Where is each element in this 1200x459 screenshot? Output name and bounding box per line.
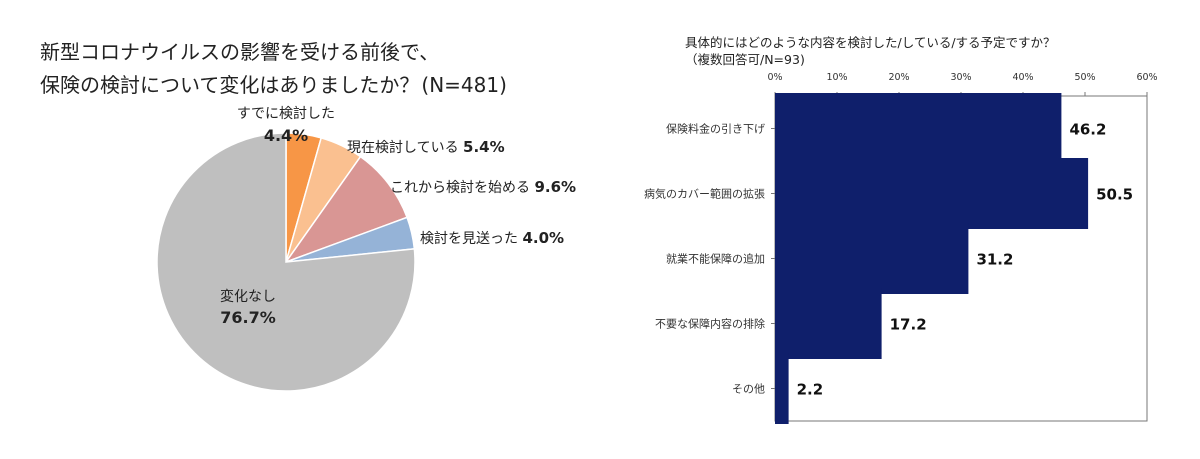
bar-value-label-1: 50.5 xyxy=(1096,186,1133,204)
pie-label-group-2: これから検討を始める 9.6% xyxy=(390,178,576,196)
pie-value-label-0: 4.4% xyxy=(264,126,308,145)
pie-label-1: 現在検討している xyxy=(347,140,463,156)
bar-value-label-2: 31.2 xyxy=(976,251,1013,269)
bar-0 xyxy=(775,93,1062,164)
x-tick-label: 20% xyxy=(888,72,909,83)
bar-value-label-3: 17.2 xyxy=(890,316,927,334)
pie-label-0: すでに検討した xyxy=(237,106,335,122)
x-tick-label: 30% xyxy=(950,72,971,83)
x-tick-label: 10% xyxy=(826,72,847,83)
pie-label-group-1: 現在検討している 5.4% xyxy=(347,138,505,156)
pie-slice-4 xyxy=(156,132,416,392)
pie-chart-title: 新型コロナウイルスの影響を受ける前後で、 保険の検討について変化はありましたか？… xyxy=(40,36,600,102)
bar-chart-title: 具体的にはどのような内容を検討した/している/する予定ですか？ （複数回答可/N… xyxy=(685,34,1056,68)
category-label-4: その他 xyxy=(732,383,765,396)
pie-label-group-3: 検討を見送った 4.0% xyxy=(420,229,564,247)
pie-value-label-1: 5.4% xyxy=(463,138,505,156)
bar-value-label-0: 46.2 xyxy=(1069,121,1106,139)
category-label-2: 就業不能保障の追加 xyxy=(666,252,765,266)
x-tick-label: 50% xyxy=(1074,72,1095,83)
pie-label-2: これから検討を始める xyxy=(390,180,534,196)
x-tick-label: 40% xyxy=(1012,72,1033,83)
bar-4 xyxy=(775,353,789,424)
pie-value-label-2: 9.6% xyxy=(534,178,576,196)
pie-value-label-3: 4.0% xyxy=(522,229,564,247)
pie-title-line2: 保険の検討について変化はありましたか？ xyxy=(40,73,420,97)
pie-title-line1: 新型コロナウイルスの影響を受ける前後で、 xyxy=(40,40,440,64)
pie-value-label-4: 76.7% xyxy=(220,308,276,327)
bar-2 xyxy=(775,223,969,294)
x-tick-label: 60% xyxy=(1136,72,1157,83)
pie-label-4: 変化なし xyxy=(220,288,276,305)
pie-label-3: 検討を見送った xyxy=(420,231,522,247)
pie-slice-2 xyxy=(283,155,409,264)
bar-1 xyxy=(775,158,1089,229)
category-label-1: 病気のカバー範囲の拡張 xyxy=(644,187,765,201)
pie-title-suffix: (N=481) xyxy=(421,73,507,97)
category-label-3: 不要な保障内容の排除 xyxy=(655,317,765,331)
bar-3 xyxy=(775,288,882,359)
bar-title-line2: （複数回答可/N=93) xyxy=(685,52,805,67)
pie-chart: すでに検討した 4.4% 現在検討している 5.4% これから検討を始める 9.6% 検… xyxy=(156,106,576,392)
bar-value-label-4: 2.2 xyxy=(797,381,824,399)
x-tick-label: 0% xyxy=(767,72,782,83)
bar-title-line1: 具体的にはどのような内容を検討した/している/する予定ですか？ xyxy=(685,35,1056,50)
category-label-0: 保険料金の引き下げ xyxy=(666,122,765,136)
